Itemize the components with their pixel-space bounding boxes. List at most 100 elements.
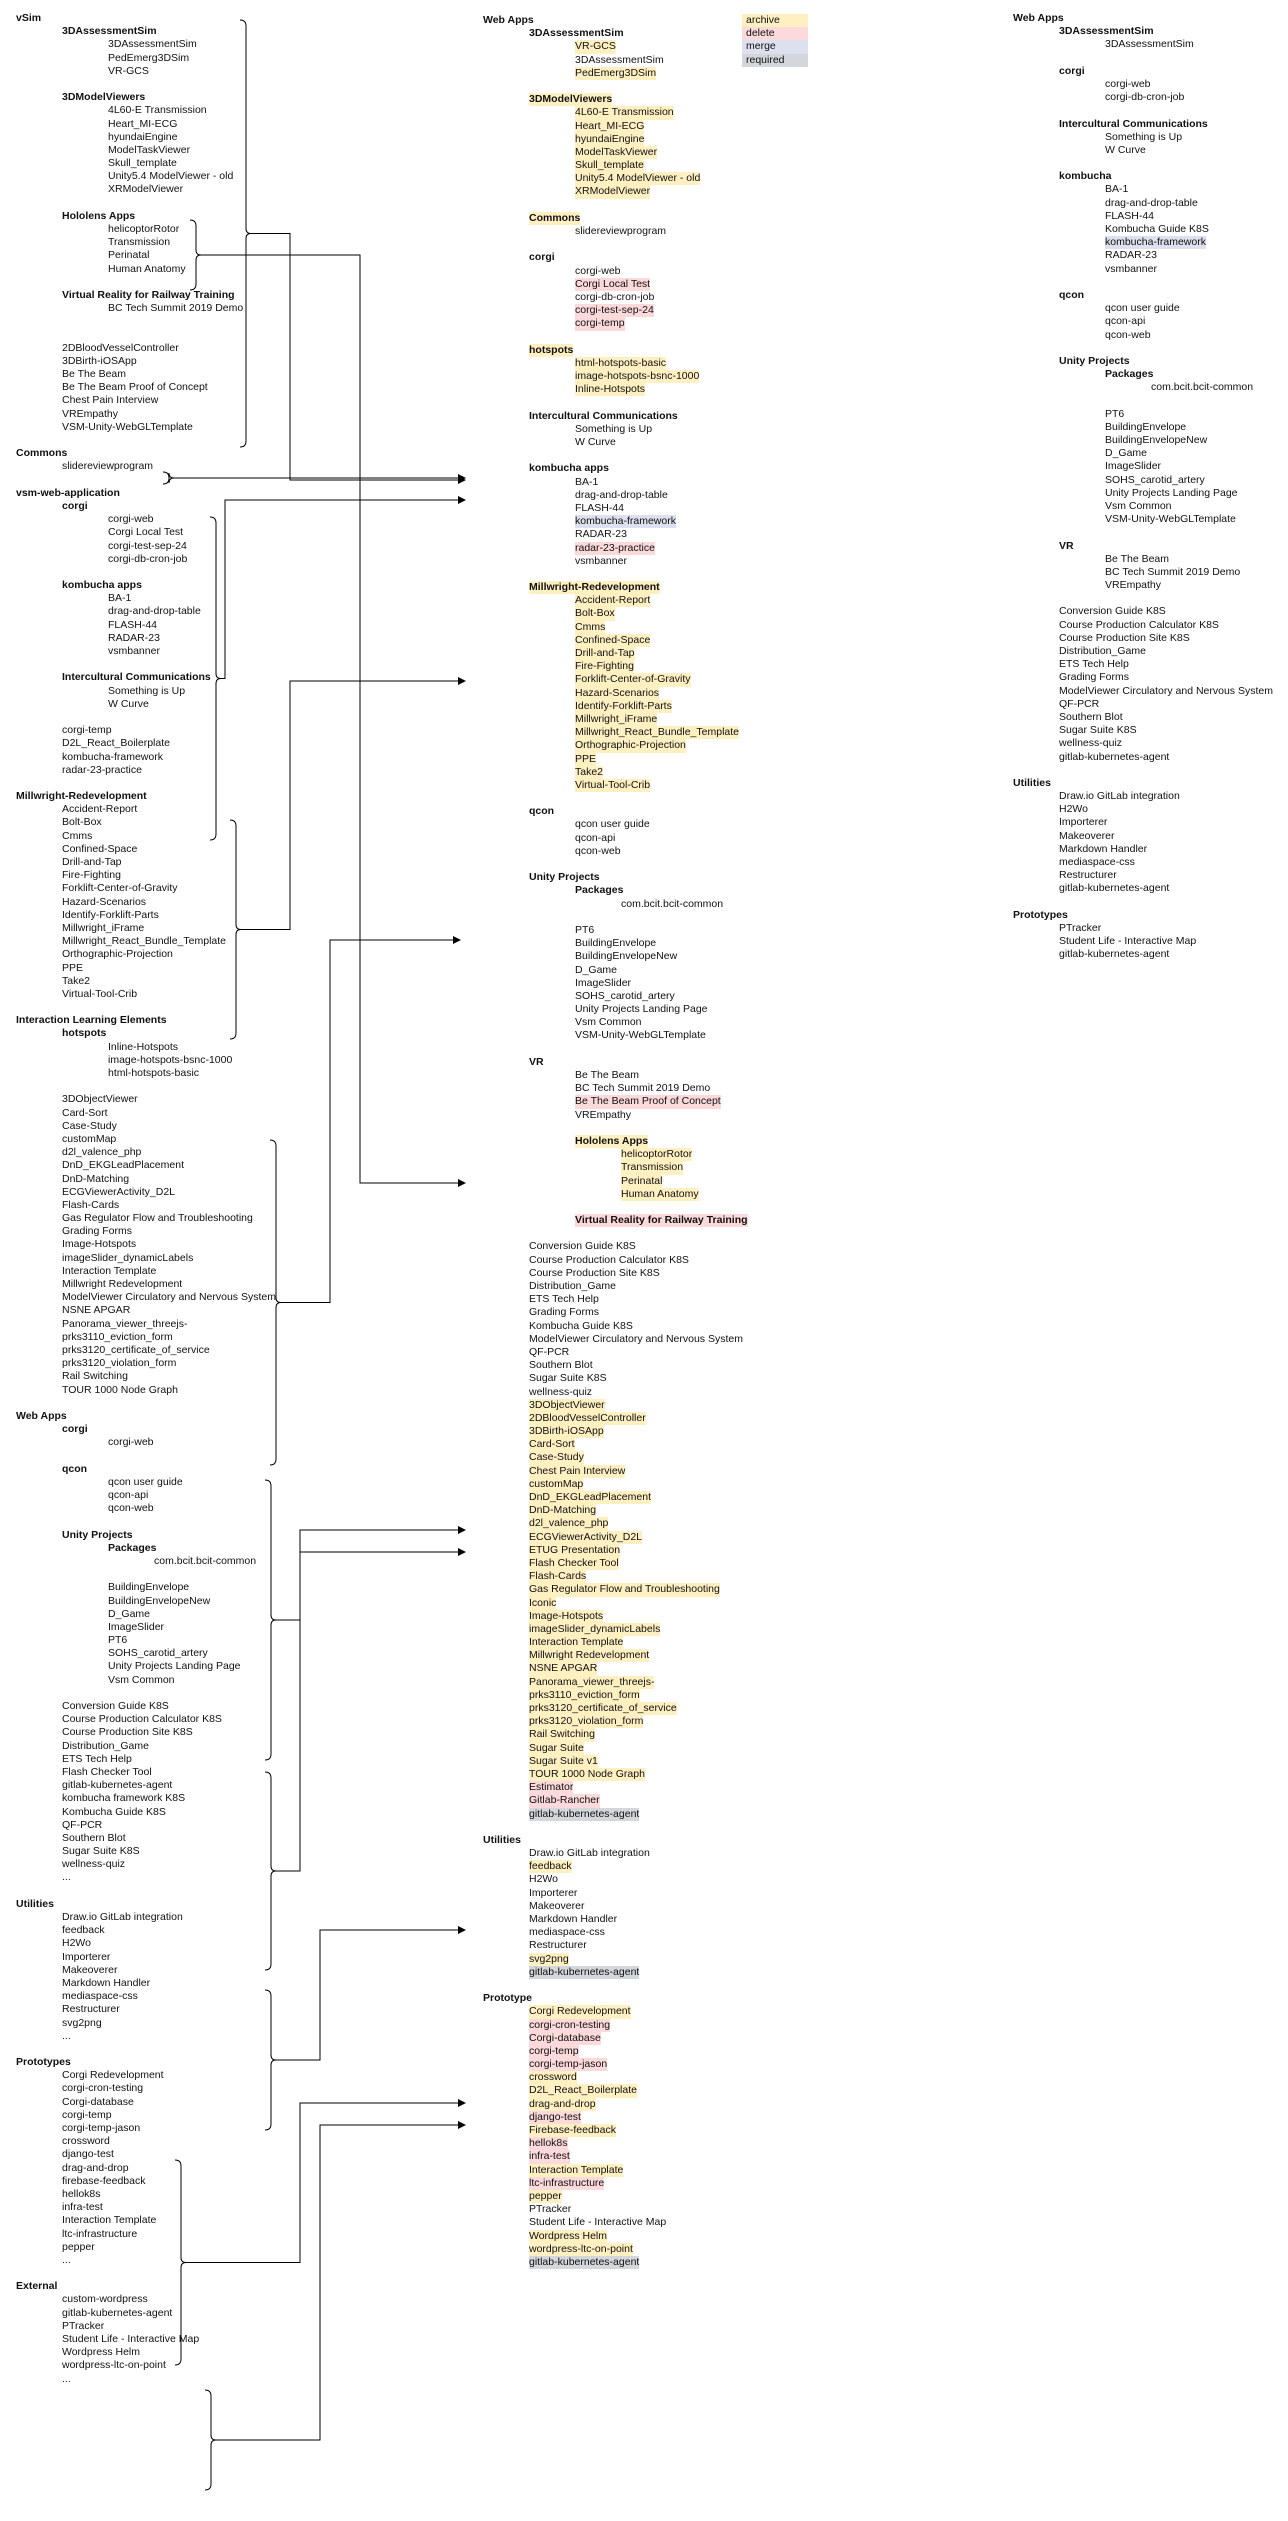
list-item-label: Identify-Forklift-Parts	[62, 908, 159, 921]
group-heading-label: hotspots	[62, 1027, 107, 1040]
list-item-label: BuildingEnvelope	[1105, 420, 1187, 433]
list-item-label: Something is Up	[1105, 130, 1183, 143]
list-item-label: Millwright_iFrame	[62, 921, 145, 934]
list-item-label: django-test	[62, 2148, 114, 2161]
list-item-label: QF-PCR	[62, 1818, 103, 1831]
list-item-label: drag-and-drop-table	[1105, 196, 1198, 209]
list-item-label: Wordpress Helm	[62, 2346, 140, 2359]
list-item-label: Distribution_Game	[529, 1280, 616, 1292]
list-item-label: XRModelViewer	[108, 183, 184, 196]
list-item-label: gitlab-kubernetes-agent	[1059, 948, 1170, 961]
list-item-label: ModelTaskViewer	[108, 143, 191, 156]
arrow	[276, 1926, 466, 2061]
group-heading-label: Prototypes	[1013, 908, 1068, 921]
list-item-label: Distribution_Game	[62, 1739, 149, 1752]
list-item-label: html-hotspots-basic	[108, 1067, 200, 1079]
list-item-label: BuildingEnvelope	[575, 937, 657, 950]
group-heading-label: Web Apps	[483, 14, 534, 26]
list-item-label: firebase-feedback	[62, 2174, 146, 2187]
list-item-label: PedEmerg3DSim	[575, 66, 657, 80]
group-heading-label: Prototype	[483, 1992, 533, 2005]
list-item-label: mediaspace-css	[1059, 856, 1135, 868]
group-heading-label: kombucha apps	[62, 579, 142, 592]
list-item-label: Millwright_iFrame	[575, 712, 658, 727]
group-heading-label: vsm-web-application	[16, 486, 120, 499]
arrow	[276, 1548, 466, 1872]
list-item-label: BA-1	[1105, 183, 1129, 196]
group-heading-label: Web Apps	[1013, 12, 1064, 24]
list-item-label: Fire-Fighting	[575, 660, 634, 674]
list-item-label: kombucha-framework	[575, 515, 676, 529]
list-item-label: Vsm Common	[575, 1016, 642, 1029]
list-item-label: imageSlider_dynamicLabels	[529, 1622, 661, 1637]
list-item-label: svg2png	[62, 2016, 102, 2029]
list-item-label: Flash Checker Tool	[62, 1765, 152, 1778]
list-item-label: ImageSlider	[108, 1620, 165, 1633]
arrow	[216, 2121, 466, 2441]
list-item-label: Interaction Template	[62, 1264, 157, 1277]
list-item-label: corgi-db-cron-job	[1105, 91, 1185, 104]
group-heading-label: corgi	[62, 499, 88, 512]
list-item-label: vsmbanner	[108, 645, 160, 657]
list-item-label: ETS Tech Help	[62, 1752, 132, 1765]
list-item-label: Conversion Guide K8S	[62, 1700, 169, 1712]
list-item-label: corgi-db-cron-job	[575, 290, 655, 303]
list-item-label: VREmpathy	[575, 1108, 632, 1121]
list-item-label: Take2	[62, 974, 91, 987]
list-item-label: Image-Hotspots	[62, 1238, 137, 1251]
list-item-label: ...	[62, 2372, 71, 2385]
list-item-label: corgi-web	[1105, 77, 1151, 90]
group-heading-label: Commons	[529, 211, 581, 226]
group-heading-label: 3DAssessmentSim	[62, 25, 157, 38]
list-item-label: Transmission	[621, 1161, 684, 1175]
list-item-label: TOUR 1000 Node Graph	[62, 1383, 178, 1396]
list-item-label: helicoptorRotor	[621, 1148, 693, 1162]
list-item-label: Something is Up	[108, 684, 186, 697]
list-item-label: qcon-api	[575, 831, 616, 844]
list-item-label: Human Anatomy	[621, 1187, 699, 1201]
list-item-label: slidereviewprogram	[62, 460, 154, 473]
list-item-label: prks3110_eviction_form	[62, 1330, 173, 1343]
brace	[264, 1989, 277, 2131]
list-item-label: Course Production Site K8S	[62, 1726, 193, 1739]
list-item-label: wellness-quiz	[1059, 737, 1123, 750]
list-item-label: PedEmerg3DSim	[108, 51, 190, 64]
list-item-label: image-hotspots-bsnc-1000	[108, 1053, 233, 1066]
list-item-label: customMap	[529, 1477, 584, 1492]
list-item-label: Iconic	[529, 1596, 557, 1610]
list-item-label: Hazard-Scenarios	[575, 686, 660, 700]
list-item-label: vsmbanner	[1105, 262, 1157, 275]
group-heading-label: Intercultural Communications	[1059, 117, 1208, 130]
legend-item: required	[742, 53, 808, 67]
list-item-label: W Curve	[1105, 143, 1146, 156]
list-item-label: VREmpathy	[1105, 579, 1162, 592]
list-item-label: Take2	[575, 765, 604, 779]
list-item-label: corgi-test-sep-24	[575, 304, 654, 318]
list-item-label: gitlab-kubernetes-agent	[62, 1779, 173, 1792]
list-item-label: Vsm Common	[108, 1673, 175, 1686]
group-heading-label: Intercultural Communications	[62, 671, 211, 684]
list-item-label: Sugar Suite K8S	[529, 1372, 607, 1385]
group-heading-label: Web Apps	[16, 1409, 67, 1422]
list-item-label: infra-test	[62, 2201, 103, 2214]
list-item-label: Accident-Report	[62, 803, 138, 816]
list-item-label: svg2png	[529, 1952, 569, 1966]
list-item-label: Millwright Redevelopment	[62, 1278, 183, 1290]
list-item-label: PT6	[1105, 407, 1125, 420]
group-heading-label: Hololens Apps	[62, 209, 136, 222]
list-item-label: Case-Study	[62, 1119, 117, 1132]
list-item-label: Perinatal	[108, 249, 150, 262]
list-item-label: Corgi Local Test	[108, 526, 184, 539]
list-item-label: PTracker	[62, 2319, 105, 2332]
list-item-label: corgi-temp	[575, 317, 625, 331]
group-heading-label: Millwright-Redevelopment	[16, 790, 147, 803]
list-item-label: DnD_EKGLeadPlacement	[62, 1159, 184, 1172]
list-item-label: DnD-Matching	[62, 1172, 130, 1185]
list-item-label: Corgi Local Test	[575, 277, 651, 291]
list-item-label: corgi-web	[108, 513, 154, 526]
list-item-label: crossword	[62, 2135, 110, 2148]
list-item-label: html-hotspots-basic	[575, 356, 667, 371]
list-item-label: 2DBloodVesselController	[62, 341, 179, 354]
group-heading-label: External	[16, 2280, 58, 2293]
list-item-label: SOHS_carotid_artery	[1105, 473, 1205, 486]
